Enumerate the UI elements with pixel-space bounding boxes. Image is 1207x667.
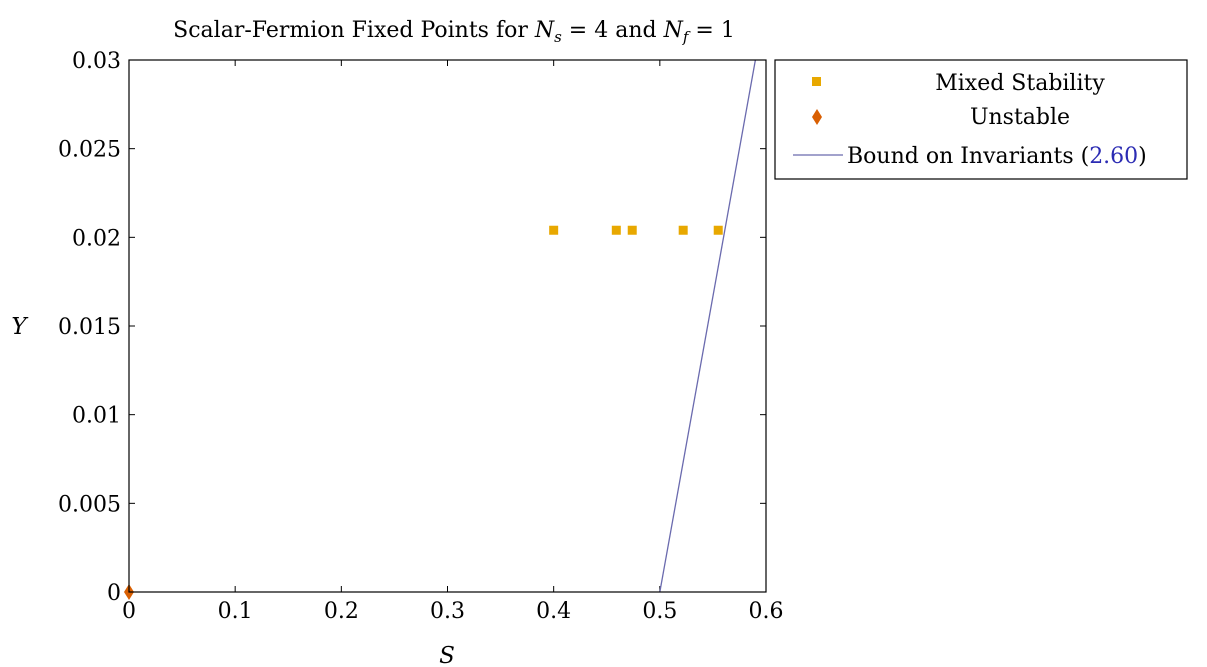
title-nf-val: = 1 [688, 18, 734, 43]
plot-frame [128, 59, 767, 593]
legend-label-unstable: Unstable [970, 105, 1070, 130]
x-tick-label: 0.1 [218, 599, 253, 624]
x-tick-label: 0.6 [749, 599, 784, 624]
legend-bound-name: Bound on Invariants [847, 144, 1074, 169]
x-axis-ticks: 0 0.1 0.2 0.3 0.4 0.5 0.6 [122, 60, 784, 624]
legend-marker-unstable [812, 109, 822, 125]
x-axis-label: S [439, 643, 455, 667]
legend: Mixed Stability Unstable Bound on Invari… [774, 59, 1188, 180]
mixed-stability-point [611, 225, 621, 235]
legend-label-mixed-stability: Mixed Stability [935, 71, 1105, 96]
x-tick-label: 0 [122, 599, 136, 624]
title-nf-sub: f [682, 28, 691, 46]
legend-marker-mixed-stability [812, 77, 821, 86]
y-tick-label: 0.03 [72, 49, 121, 74]
y-tick-label: 0.01 [72, 404, 121, 429]
y-axis-label: Y [11, 314, 29, 340]
x-tick-label: 0.5 [642, 599, 677, 624]
chart-title: Scalar-Fermion Fixed Points for Ns = 4 a… [173, 18, 735, 46]
x-tick-label: 0.3 [430, 599, 465, 624]
bound-line-series [659, 60, 757, 592]
title-ns-val: = 4 [562, 18, 608, 43]
x-tick-label: 0.4 [536, 599, 571, 624]
y-tick-label: 0.005 [58, 492, 121, 517]
title-mid: and [608, 18, 663, 43]
mixed-stability-point [678, 225, 688, 235]
y-axis-ticks: 0 0.005 0.01 0.015 0.02 0.025 0.03 [58, 49, 766, 606]
marker-series [124, 225, 723, 600]
mixed-stability-point [549, 225, 559, 235]
x-tick-label: 0.2 [324, 599, 359, 624]
legend-bound-close: ) [1138, 144, 1147, 169]
legend-box [774, 59, 1188, 180]
title-ns-var: N [534, 18, 555, 43]
legend-bound-open: ( [1074, 144, 1090, 169]
y-tick-label: 0.02 [72, 226, 121, 251]
y-tick-label: 0.025 [58, 138, 121, 163]
title-ns-sub: s [554, 28, 562, 46]
legend-label-bound: Bound on Invariants (2.60) [847, 144, 1147, 169]
mixed-stability-point [713, 225, 723, 235]
title-nf-var: N [663, 18, 684, 43]
y-tick-label: 0.015 [58, 315, 121, 340]
legend-bound-ref: 2.60 [1089, 144, 1138, 169]
y-tick-label: 0 [107, 581, 121, 606]
title-prefix: Scalar-Fermion Fixed Points for [173, 18, 535, 43]
bound-line [659, 60, 757, 592]
mixed-stability-point [627, 225, 637, 235]
